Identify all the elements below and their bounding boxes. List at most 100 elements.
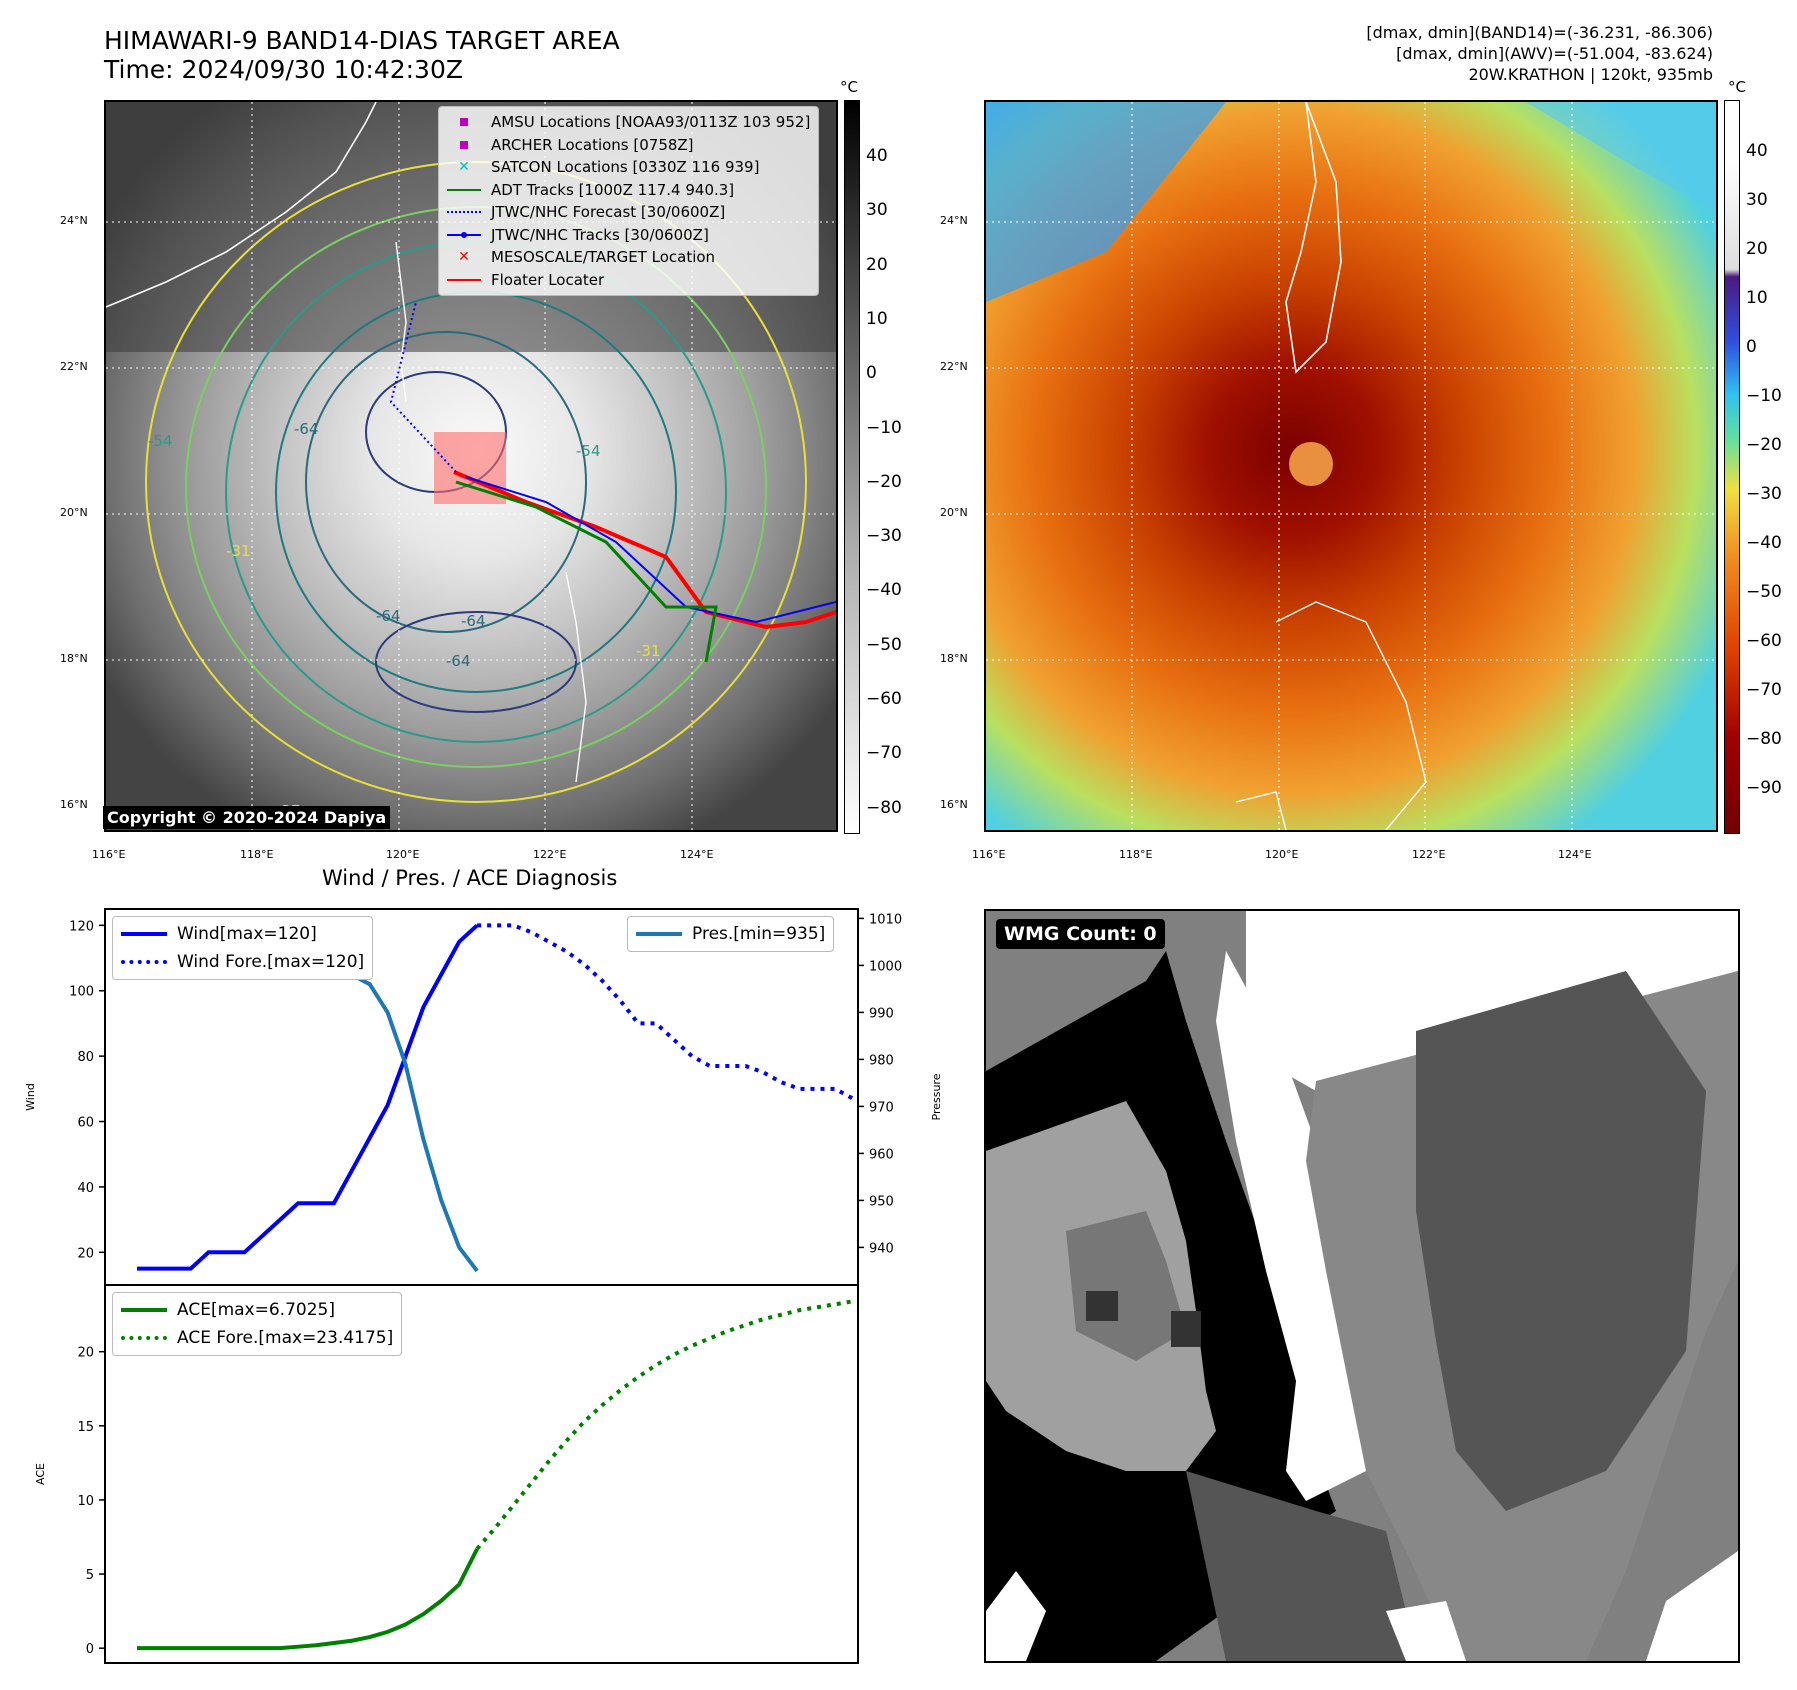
colorbar-tick: 40 xyxy=(1746,141,1768,161)
wmg-image xyxy=(986,911,1738,1661)
pressure-tick-label: 980 xyxy=(869,1053,894,1068)
ace-tick-label: 15 xyxy=(77,1420,94,1435)
legend-item: Pres.[min=935] xyxy=(636,920,825,948)
copyright-label: Copyright © 2020-2024 Dapiya xyxy=(103,806,391,829)
line-icon xyxy=(447,183,481,197)
color-colorbar xyxy=(1724,100,1740,834)
lon-tick: 122°E xyxy=(533,848,567,861)
ace-tick-label: 5 xyxy=(86,1568,94,1583)
legend-label: ACE[max=6.7025] xyxy=(177,1300,335,1320)
contour-label: -54 xyxy=(148,432,173,450)
solid-line-icon xyxy=(121,1308,167,1312)
colorbar-tick: −50 xyxy=(866,634,902,655)
contour-label: -54 xyxy=(576,442,601,460)
colorbar-tick: 20 xyxy=(866,254,888,275)
colorbar-tick: −40 xyxy=(866,580,902,601)
colorbar-tick: −30 xyxy=(1746,484,1782,504)
solid-line-icon xyxy=(636,932,682,936)
colorbar-tick: −80 xyxy=(1746,729,1782,749)
series-line xyxy=(137,923,479,1271)
square-icon xyxy=(447,115,481,129)
figure-title: HIMAWARI-9 BAND14-DIAS TARGET AREA Time:… xyxy=(104,26,620,84)
colorbar-tick: −20 xyxy=(866,471,902,492)
legend-label: MESOSCALE/TARGET Location xyxy=(491,248,716,267)
ir-colorbar-unit: °C xyxy=(840,78,858,96)
ir-map-legend: AMSU Locations [NOAA93/0113Z 103 952] AR… xyxy=(438,106,820,296)
title-line-1: HIMAWARI-9 BAND14-DIAS TARGET AREA xyxy=(104,26,620,55)
jtwc-track xyxy=(465,476,836,624)
wind-tick-label: 40 xyxy=(77,1181,94,1196)
series-line xyxy=(137,1547,479,1651)
color-map-image xyxy=(986,102,1716,830)
meta-line-1: [dmax, dmin](BAND14)=(-36.231, -86.306) xyxy=(1366,23,1713,42)
legend-label: ARCHER Locations [0758Z] xyxy=(491,135,694,154)
wind-tick-label: 80 xyxy=(77,1050,94,1065)
lon-tick: 122°E xyxy=(1412,848,1446,861)
wind-tick-label: 100 xyxy=(69,985,94,1000)
wind-ylabel: Wind xyxy=(24,1083,37,1111)
pressure-ylabel: Pressure xyxy=(930,1073,943,1120)
lat-tick: 18°N xyxy=(940,652,968,665)
colorbar-tick: 20 xyxy=(1746,239,1768,259)
colorbar-tick: −10 xyxy=(866,417,902,438)
pressure-tick-label: 940 xyxy=(869,1241,894,1256)
legend-label: AMSU Locations [NOAA93/0113Z 103 952] xyxy=(491,113,811,132)
legend-label: JTWC/NHC Forecast [30/0600Z] xyxy=(491,203,726,222)
legend-item: Wind[max=120] xyxy=(121,920,364,948)
pressure-tick-label: 960 xyxy=(869,1147,894,1162)
legend-label: Floater Locater xyxy=(491,270,605,289)
colorbar-tick: −90 xyxy=(1746,778,1782,798)
color-map-panel xyxy=(984,100,1718,832)
colorbar-tick: −60 xyxy=(1746,631,1782,651)
ace-legend: ACE[max=6.7025] ACE Fore.[max=23.4175] xyxy=(112,1292,403,1356)
wmg-count-badge: WMG Count: 0 xyxy=(996,919,1165,949)
legend-label: ADT Tracks [1000Z 117.4 940.3] xyxy=(491,180,735,199)
ace-tick-label: 0 xyxy=(86,1642,94,1657)
colorbar-tick: −80 xyxy=(866,797,902,818)
legend-label: Pres.[min=935] xyxy=(692,924,826,944)
dotted-line-icon xyxy=(121,960,167,964)
lat-tick: 22°N xyxy=(60,360,88,373)
lat-tick: 18°N xyxy=(60,652,88,665)
storm-meta: [dmax, dmin](BAND14)=(-36.231, -86.306) … xyxy=(1366,22,1713,85)
legend-item: AMSU Locations [NOAA93/0113Z 103 952] xyxy=(447,111,810,134)
wmg-panel xyxy=(984,909,1740,1663)
pressure-tick-label: 990 xyxy=(869,1006,894,1021)
adt-track xyxy=(455,480,718,663)
x-marker-icon: ✕ xyxy=(458,249,470,266)
colorbar-tick: −70 xyxy=(1746,680,1782,700)
legend-item: ADT Tracks [1000Z 117.4 940.3] xyxy=(447,179,810,202)
lon-tick: 118°E xyxy=(240,848,274,861)
colorbar-tick: 10 xyxy=(1746,288,1768,308)
legend-item: JTWC/NHC Tracks [30/0600Z] xyxy=(447,224,810,247)
legend-item: Wind Fore.[max=120] xyxy=(121,948,364,976)
legend-item: Floater Locater xyxy=(447,269,810,292)
wind-tick-label: 120 xyxy=(69,919,94,934)
colorbar-tick: −30 xyxy=(866,526,902,547)
pressure-tick-label: 1010 xyxy=(869,912,902,927)
lon-tick: 116°E xyxy=(972,848,1006,861)
lat-tick: 20°N xyxy=(940,506,968,519)
legend-item: ARCHER Locations [0758Z] xyxy=(447,134,810,157)
title-line-2: Time: 2024/09/30 10:42:30Z xyxy=(104,55,463,84)
legend-item: JTWC/NHC Forecast [30/0600Z] xyxy=(447,201,810,224)
meta-line-2: [dmax, dmin](AWV)=(-51.004, -83.624) xyxy=(1396,44,1713,63)
x-marker-icon: ✕ xyxy=(458,159,470,176)
pressure-tick-label: 950 xyxy=(869,1194,894,1209)
lat-tick: 16°N xyxy=(940,798,968,811)
ir-map-panel: AMSU Locations [NOAA93/0113Z 103 952] AR… xyxy=(104,100,838,832)
series-line xyxy=(475,1299,854,1551)
contour-label: -64 xyxy=(294,420,319,438)
legend-label: SATCON Locations [0330Z 116 939] xyxy=(491,158,760,177)
colorbar-tick: −10 xyxy=(1746,386,1782,406)
ace-tick-label: 10 xyxy=(77,1494,94,1509)
lat-tick: 24°N xyxy=(60,214,88,227)
colorbar-tick: 10 xyxy=(866,308,888,329)
ace-tick-label: 20 xyxy=(77,1346,94,1361)
solid-line-icon xyxy=(121,932,167,936)
diagnosis-title: Wind / Pres. / ACE Diagnosis xyxy=(322,866,618,890)
legend-label: JTWC/NHC Tracks [30/0600Z] xyxy=(491,225,709,244)
colorbar-tick: 30 xyxy=(866,200,888,221)
lon-tick: 116°E xyxy=(92,848,126,861)
lat-tick: 22°N xyxy=(940,360,968,373)
